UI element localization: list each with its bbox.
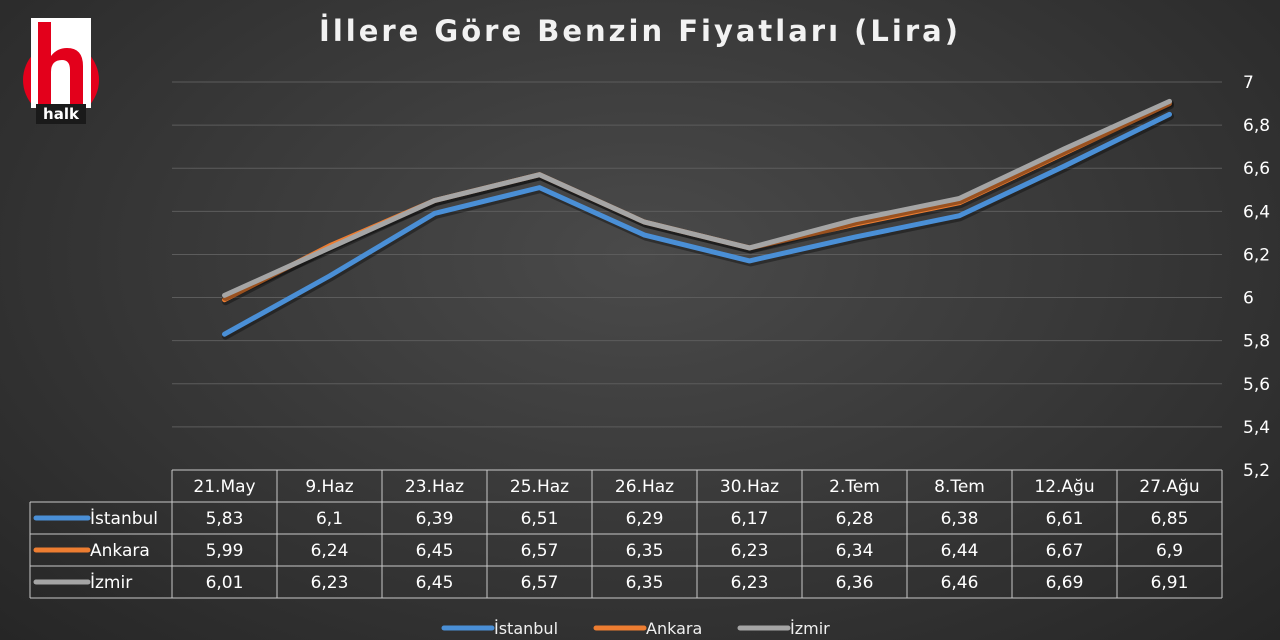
data-label: 6,45 xyxy=(416,573,454,593)
data-label: 6,46 xyxy=(941,573,979,593)
halk-logo: halk xyxy=(23,18,99,124)
series-line-1 xyxy=(222,101,1172,303)
data-label: 6,91 xyxy=(1151,573,1189,593)
data-label: 6,9 xyxy=(1156,541,1183,561)
x-tick-label: 2.Tem xyxy=(829,477,880,497)
data-label: 6,23 xyxy=(731,573,769,593)
data-label: 6,57 xyxy=(521,541,559,561)
y-tick-label: 6,8 xyxy=(1243,116,1270,136)
series-lines xyxy=(222,98,1174,340)
data-label: 6,24 xyxy=(311,541,349,561)
legend: İstanbul Ankara İzmir xyxy=(441,619,830,638)
x-tick-label: 26.Haz xyxy=(615,477,674,497)
data-label: 6,23 xyxy=(311,573,349,593)
data-label: 6,35 xyxy=(626,541,664,561)
data-label: 6,61 xyxy=(1046,509,1084,529)
x-tick-label: 8.Tem xyxy=(934,477,985,497)
series-shadow xyxy=(222,112,1174,340)
data-label: 6,23 xyxy=(731,541,769,561)
x-tick-label: 9.Haz xyxy=(305,477,353,497)
y-tick-label: 6,4 xyxy=(1243,202,1270,222)
legend-label: Ankara xyxy=(646,619,702,638)
y-tick-label: 5,2 xyxy=(1243,461,1270,481)
data-label: 6,85 xyxy=(1151,509,1189,529)
table-series-name: İstanbul xyxy=(90,508,158,529)
series-shadow xyxy=(222,99,1174,301)
logo-text: halk xyxy=(43,105,80,123)
y-tick-label: 5,6 xyxy=(1243,375,1270,395)
y-tick-label: 7 xyxy=(1243,73,1254,93)
data-label: 6,39 xyxy=(416,509,454,529)
chart-title: İllere Göre Benzin Fiyatları (Lira) xyxy=(319,14,961,48)
x-tick-label: 12.Ağu xyxy=(1034,477,1094,497)
y-tick-label: 6,6 xyxy=(1243,159,1270,179)
data-label: 6,29 xyxy=(626,509,664,529)
data-label: 6,45 xyxy=(416,541,454,561)
y-tick-label: 5,8 xyxy=(1243,332,1270,352)
data-label: 6,1 xyxy=(316,509,343,529)
x-tick-label: 30.Haz xyxy=(720,477,779,497)
data-label: 6,38 xyxy=(941,509,979,529)
data-label: 6,01 xyxy=(206,573,244,593)
data-label: 6,51 xyxy=(521,509,559,529)
x-tick-label: 27.Ağu xyxy=(1139,477,1199,497)
data-label: 6,35 xyxy=(626,573,664,593)
data-label: 6,44 xyxy=(941,541,979,561)
data-label: 6,69 xyxy=(1046,573,1084,593)
data-label: 6,67 xyxy=(1046,541,1084,561)
x-tick-label: 21.May xyxy=(193,477,255,497)
series-line-2 xyxy=(222,98,1172,298)
data-label: 5,83 xyxy=(206,509,244,529)
y-tick-label: 6,2 xyxy=(1243,245,1270,265)
data-label: 6,17 xyxy=(731,509,769,529)
data-table: 21.May 9.Haz 23.Haz 25.Haz 26.Haz 30.Haz 2.Tem… xyxy=(29,469,1223,599)
x-tick-label: 25.Haz xyxy=(510,477,569,497)
logo-h-letter xyxy=(38,22,83,104)
y-tick-label: 5,4 xyxy=(1243,418,1270,438)
data-label: 6,34 xyxy=(836,541,874,561)
data-label: 6,57 xyxy=(521,573,559,593)
data-label: 5,99 xyxy=(206,541,244,561)
table-series-name: Ankara xyxy=(90,541,150,561)
legend-label: İstanbul xyxy=(494,619,558,638)
series-shadow xyxy=(222,102,1174,306)
legend-label: İzmir xyxy=(790,619,830,638)
x-tick-label: 23.Haz xyxy=(405,477,464,497)
series-line-0 xyxy=(222,111,1172,337)
y-tick-label: 6 xyxy=(1243,289,1254,309)
table-series-name: İzmir xyxy=(90,572,132,593)
y-axis: 5,2 5,4 5,6 5,8 6 6,2 6,4 6,6 6,8 7 xyxy=(1243,73,1270,481)
logo-label-bg xyxy=(36,104,86,124)
data-label: 6,28 xyxy=(836,509,874,529)
data-label: 6,36 xyxy=(836,573,874,593)
